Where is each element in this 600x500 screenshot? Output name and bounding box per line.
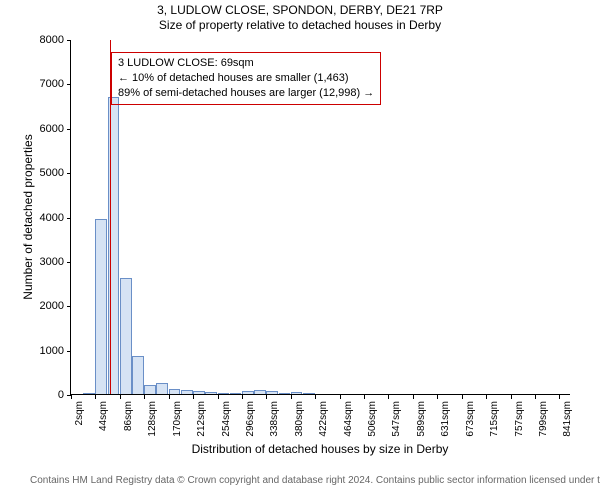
y-tick [67,218,71,219]
histogram-bar [291,392,303,394]
histogram-bar [83,393,95,394]
x-tick [364,395,365,399]
y-tick-label: 6000 [29,123,64,135]
x-tick [193,395,194,399]
x-tick [218,395,219,399]
x-tick-label: 170sqm [172,401,183,437]
x-tick-label: 464sqm [343,401,354,437]
y-tick [67,351,71,352]
attribution-text: Contains HM Land Registry data © Crown c… [30,475,600,486]
x-tick [340,395,341,399]
histogram-bar [279,393,291,394]
x-tick-label: 254sqm [221,401,232,437]
x-tick [266,395,267,399]
x-tick-label: 589sqm [416,401,427,437]
histogram-chart: 3, LUDLOW CLOSE, SPONDON, DERBY, DE21 7R… [0,0,600,500]
x-tick [144,395,145,399]
x-tick-label: 631sqm [440,401,451,437]
histogram-bar [266,391,278,394]
x-axis-label: Distribution of detached houses by size … [70,442,570,456]
x-tick [120,395,121,399]
x-tick [486,395,487,399]
x-tick-label: 44sqm [98,401,109,431]
x-tick [315,395,316,399]
annotation-box: 3 LUDLOW CLOSE: 69sqm← 10% of detached h… [111,52,381,105]
histogram-bar [144,385,156,394]
y-tick-label: 1000 [29,345,64,357]
x-tick [388,395,389,399]
y-tick-label: 7000 [29,78,64,90]
y-tick-label: 8000 [29,34,64,46]
y-tick [67,40,71,41]
x-tick [95,395,96,399]
y-tick [67,173,71,174]
x-tick [291,395,292,399]
histogram-bar [218,393,230,394]
histogram-bar [193,391,205,394]
x-tick [169,395,170,399]
histogram-bar [120,278,132,394]
y-tick [67,306,71,307]
x-tick [413,395,414,399]
x-tick-label: 673sqm [465,401,476,437]
x-tick [511,395,512,399]
x-tick-label: 2sqm [74,401,85,425]
x-tick-label: 380sqm [294,401,305,437]
x-tick-label: 296sqm [245,401,256,437]
x-tick-label: 422sqm [318,401,329,437]
histogram-bar [254,390,266,394]
x-tick [535,395,536,399]
x-tick [242,395,243,399]
x-tick [71,395,72,399]
plot-area: 0100020003000400050006000700080002sqm44s… [70,40,570,395]
chart-subtitle: Size of property relative to detached ho… [0,18,600,32]
x-tick-label: 86sqm [123,401,134,431]
histogram-bar [95,219,107,394]
histogram-bar [205,392,217,394]
histogram-bar [242,391,254,394]
chart-title: 3, LUDLOW CLOSE, SPONDON, DERBY, DE21 7R… [0,0,600,17]
x-tick-label: 128sqm [147,401,158,437]
x-tick-label: 757sqm [514,401,525,437]
histogram-bar [132,356,144,394]
y-tick-label: 4000 [29,212,64,224]
y-tick [67,129,71,130]
histogram-bar [230,393,242,394]
annotation-line: ← 10% of detached houses are smaller (1,… [118,71,374,86]
y-tick-label: 2000 [29,300,64,312]
x-tick-label: 338sqm [269,401,280,437]
x-tick-label: 506sqm [367,401,378,437]
x-tick [437,395,438,399]
x-tick-label: 841sqm [562,401,573,437]
x-tick-label: 799sqm [538,401,549,437]
annotation-line: 3 LUDLOW CLOSE: 69sqm [118,56,374,71]
y-tick-label: 5000 [29,167,64,179]
annotation-line: 89% of semi-detached houses are larger (… [118,86,374,101]
x-tick-label: 715sqm [489,401,500,437]
histogram-bar [156,383,168,394]
histogram-bar [181,390,193,394]
y-tick-label: 3000 [29,256,64,268]
y-tick [67,84,71,85]
x-tick-label: 547sqm [391,401,402,437]
x-tick [559,395,560,399]
y-tick-label: 0 [29,389,64,401]
histogram-bar [303,393,315,394]
x-tick [462,395,463,399]
histogram-bar [169,389,181,394]
y-tick [67,262,71,263]
x-tick-label: 212sqm [196,401,207,437]
